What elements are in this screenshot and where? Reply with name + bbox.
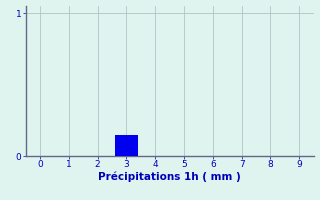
X-axis label: Précipitations 1h ( mm ): Précipitations 1h ( mm ): [98, 172, 241, 182]
Bar: [115, 135, 138, 156]
